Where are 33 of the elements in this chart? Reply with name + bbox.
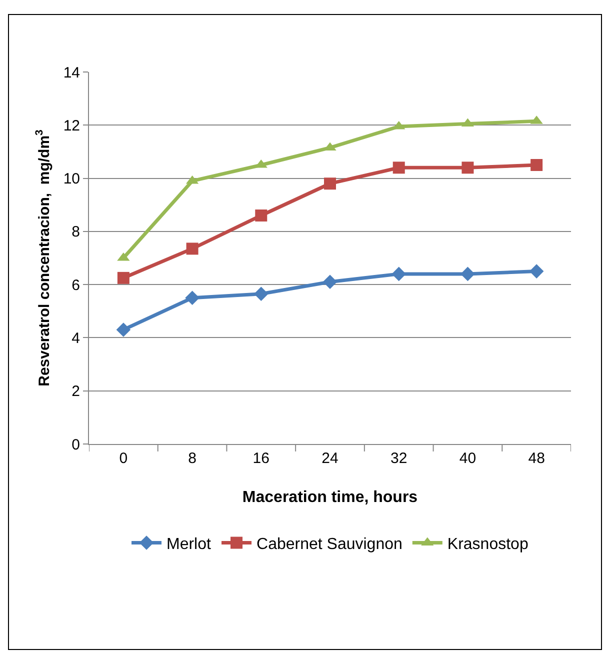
point (185, 290, 200, 306)
legend-label: Krasnostop (447, 536, 528, 553)
point (324, 178, 336, 190)
point (117, 272, 130, 284)
y-tick-label: 4 (72, 330, 80, 347)
legend-label: Merlot (166, 536, 212, 553)
y-tick-label: 2 (72, 383, 80, 400)
y-tick-label: 10 (63, 170, 80, 188)
x-tick-label: 0 (119, 450, 128, 467)
y-tick-label: 6 (72, 276, 80, 294)
point (392, 162, 405, 174)
y-tick-label: 8 (72, 224, 80, 241)
y-tick-label: 12 (63, 117, 80, 134)
x-axis-title: Maceration time, hours (242, 489, 418, 506)
y-tick-label: 14 (63, 64, 80, 82)
x-tick-label: 40 (459, 450, 476, 467)
point (322, 274, 338, 290)
point (529, 264, 544, 278)
x-tick-label: 16 (252, 450, 270, 467)
point (462, 162, 474, 174)
point (255, 209, 268, 222)
x-tick-label: 48 (528, 450, 545, 467)
point (254, 286, 268, 302)
point (530, 159, 543, 171)
y-tick-label: 0 (72, 436, 80, 454)
point (460, 266, 475, 282)
x-tick-label: 24 (322, 450, 338, 467)
x-tick-label: 8 (188, 450, 196, 467)
legend-label: Cabernet Sauvignon (256, 536, 402, 553)
point (116, 322, 131, 337)
point (186, 242, 198, 255)
point (392, 266, 406, 282)
x-tick-label: 32 (390, 450, 408, 467)
